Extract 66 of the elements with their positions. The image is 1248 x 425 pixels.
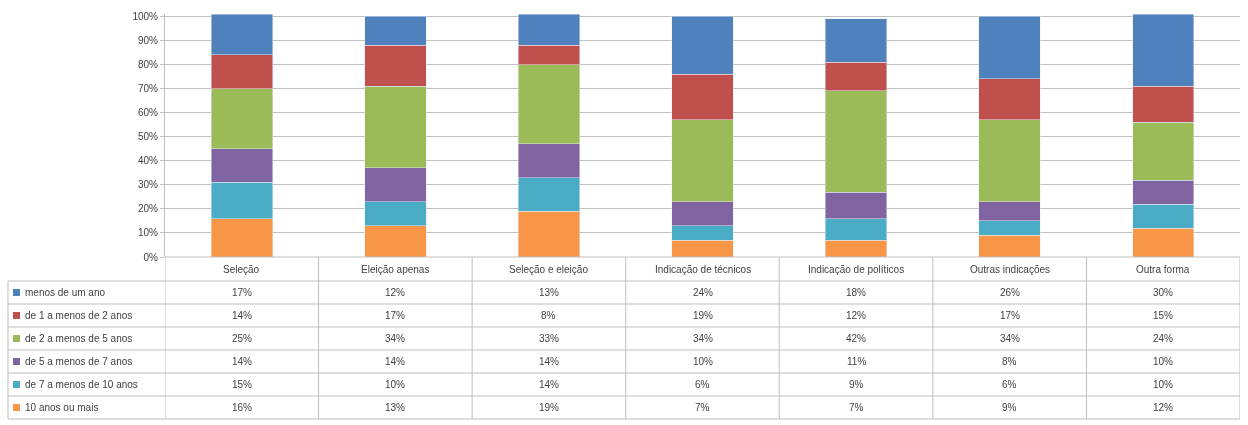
legend-label: de 5 a menos de 7 anos [25,356,133,367]
data-label: 17% [232,287,253,298]
data-label: 6% [1002,379,1017,390]
x-tick-label: Outra forma [1136,264,1190,275]
data-label: 30% [1153,287,1174,298]
data-label: 10% [1153,356,1174,367]
data-label: 17% [1000,310,1021,321]
data-label: 42% [846,333,867,344]
data-label: 14% [539,379,560,390]
data-label: 14% [232,356,253,367]
data-label: 6% [695,379,710,390]
data-label: 16% [232,402,253,413]
y-tick-label: 40% [137,155,159,167]
data-label: 15% [232,379,253,390]
y-tick-label: 0% [143,251,159,263]
data-label: 7% [695,402,710,413]
legend-label: de 1 a menos de 2 anos [25,310,133,321]
data-label: 19% [693,310,714,321]
x-tick-label: Seleção [223,264,260,275]
data-label: 14% [232,310,253,321]
data-label: 10% [1153,379,1174,390]
data-label: 15% [1153,310,1174,321]
y-tick-label: 60% [137,107,159,119]
data-label: 34% [1000,333,1021,344]
data-label: 14% [385,356,406,367]
data-label: 19% [539,402,560,413]
x-tick-label: Outras indicações [970,264,1051,275]
data-label: 11% [847,356,867,367]
data-label: 10% [693,356,714,367]
legend-label: de 2 a menos de 5 anos [25,333,133,344]
x-tick-label: Seleção e eleição [509,264,589,275]
data-label: 8% [1002,356,1017,367]
data-label: 8% [541,310,556,321]
y-tick-label: 30% [137,179,159,191]
legend-label: menos de um ano [25,287,106,298]
y-tick-label: 70% [137,83,159,95]
data-label: 14% [539,356,560,367]
data-label: 13% [385,402,406,413]
data-label: 34% [385,333,406,344]
data-label: 7% [849,402,864,413]
x-tick-label: Indicação de políticos [808,264,905,275]
y-tick-label: 10% [137,227,159,239]
x-tick-label: Eleição apenas [361,264,430,275]
y-tick-label: 20% [137,203,159,215]
data-label: 13% [539,287,560,298]
data-label: 12% [846,310,867,321]
y-tick-label: 80% [137,59,159,71]
data-label: 33% [539,333,560,344]
data-label: 9% [849,379,864,390]
data-label: 10% [385,379,406,390]
data-label: 12% [1153,402,1174,413]
y-tick-label: 90% [137,34,159,46]
data-label: 24% [1153,333,1174,344]
x-tick-label: Indicação de técnicos [655,264,752,275]
data-label: 18% [846,287,867,298]
data-label: 17% [385,310,406,321]
data-label: 25% [232,333,253,344]
legend-label: de 7 a menos de 10 anos [25,379,138,390]
legend-label: 10 anos ou mais [25,402,99,413]
y-tick-label: 100% [132,10,159,22]
data-label: 26% [1000,287,1021,298]
y-tick-label: 50% [137,131,159,143]
data-label: 9% [1002,402,1017,413]
data-label: 24% [693,287,714,298]
data-label: 12% [385,287,406,298]
data-label: 34% [693,333,714,344]
